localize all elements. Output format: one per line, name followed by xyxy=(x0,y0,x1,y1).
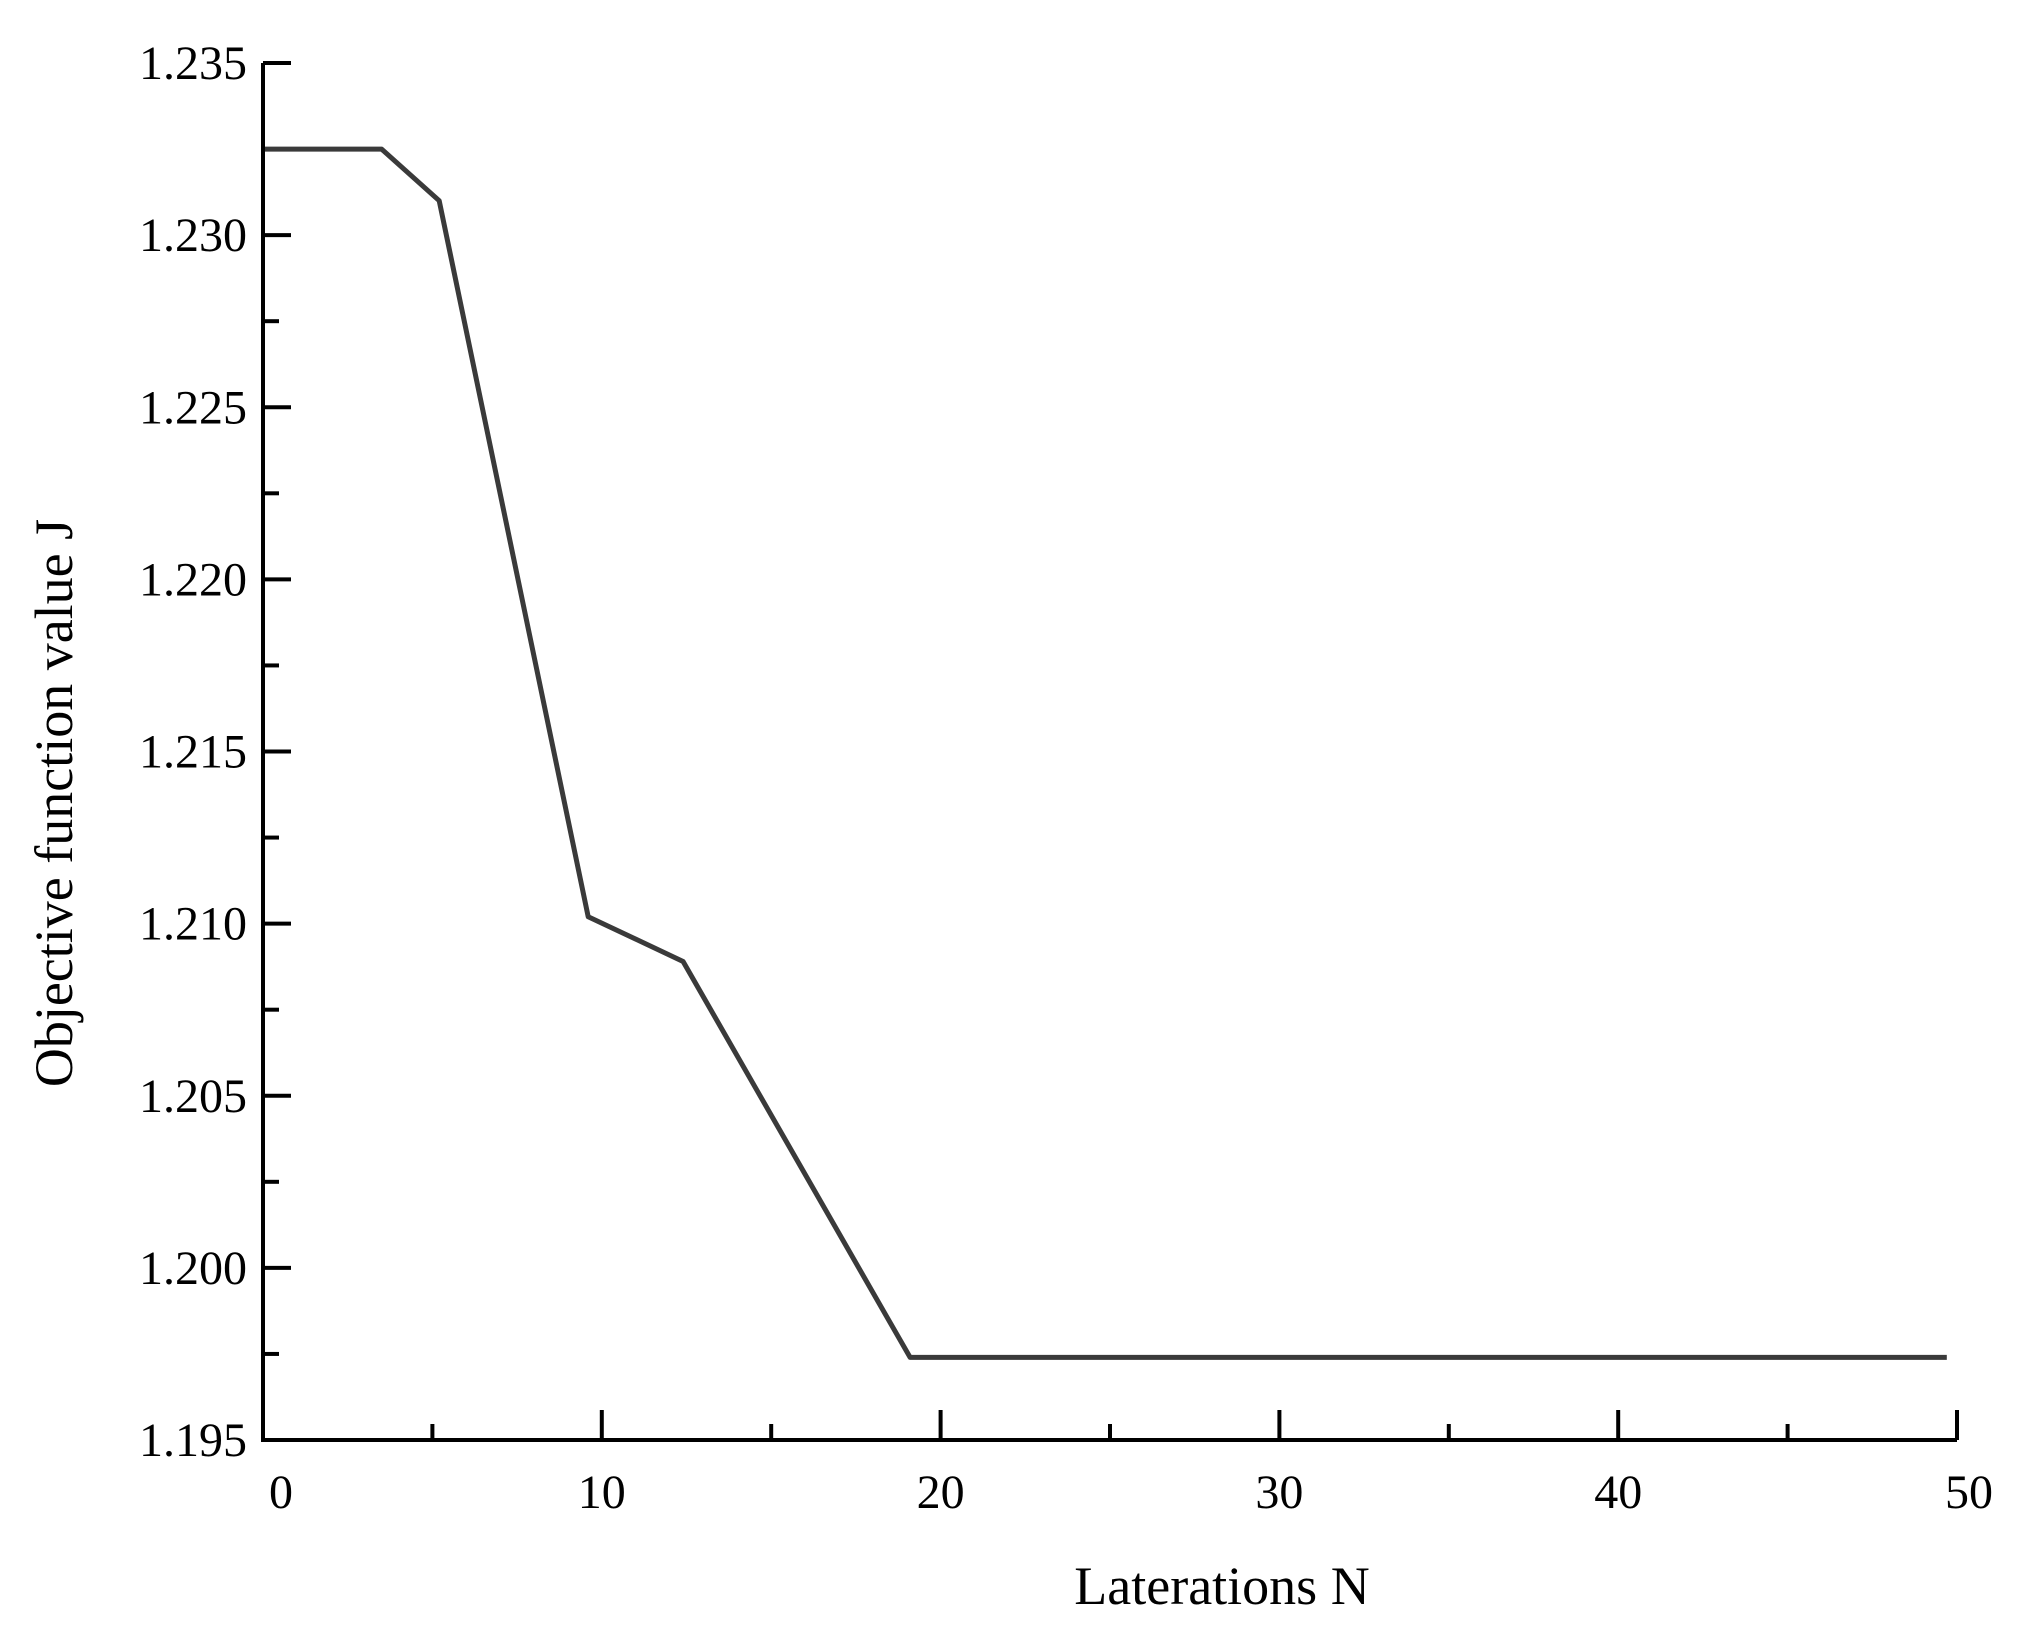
y-tick-label: 1.195 xyxy=(139,1414,247,1467)
y-tick-label: 1.230 xyxy=(139,209,247,262)
y-axis-ticks: 1.195 1.200 1.205 1.210 1.215 1.220 1.225 1.230… xyxy=(139,37,291,1467)
y-tick-label: 1.220 xyxy=(139,553,247,606)
y-tick-label: 1.205 xyxy=(139,1070,247,1123)
x-tick-label: 30 xyxy=(1255,1466,1303,1519)
x-tick-label: 40 xyxy=(1594,1466,1642,1519)
series-layer xyxy=(262,146,1947,1360)
x-axis-ticks: 0 10 20 30 40 50 xyxy=(261,1410,1993,1519)
y-axis-title: Objective function value J xyxy=(24,519,84,1087)
x-tick-label: 10 xyxy=(578,1466,626,1519)
x-tick-label: 0 xyxy=(269,1466,293,1519)
x-tick-label: 20 xyxy=(917,1466,965,1519)
y-tick-label: 1.210 xyxy=(139,898,247,951)
y-tick-label: 1.200 xyxy=(139,1242,247,1295)
x-axis-title: Laterations N xyxy=(1074,1556,1369,1616)
y-tick-label: 1.225 xyxy=(139,381,247,434)
x-tick-label: 50 xyxy=(1945,1466,1993,1519)
series-line xyxy=(263,146,1947,1360)
y-tick-label: 1.215 xyxy=(139,726,247,779)
y-tick-label: 1.235 xyxy=(139,37,247,90)
